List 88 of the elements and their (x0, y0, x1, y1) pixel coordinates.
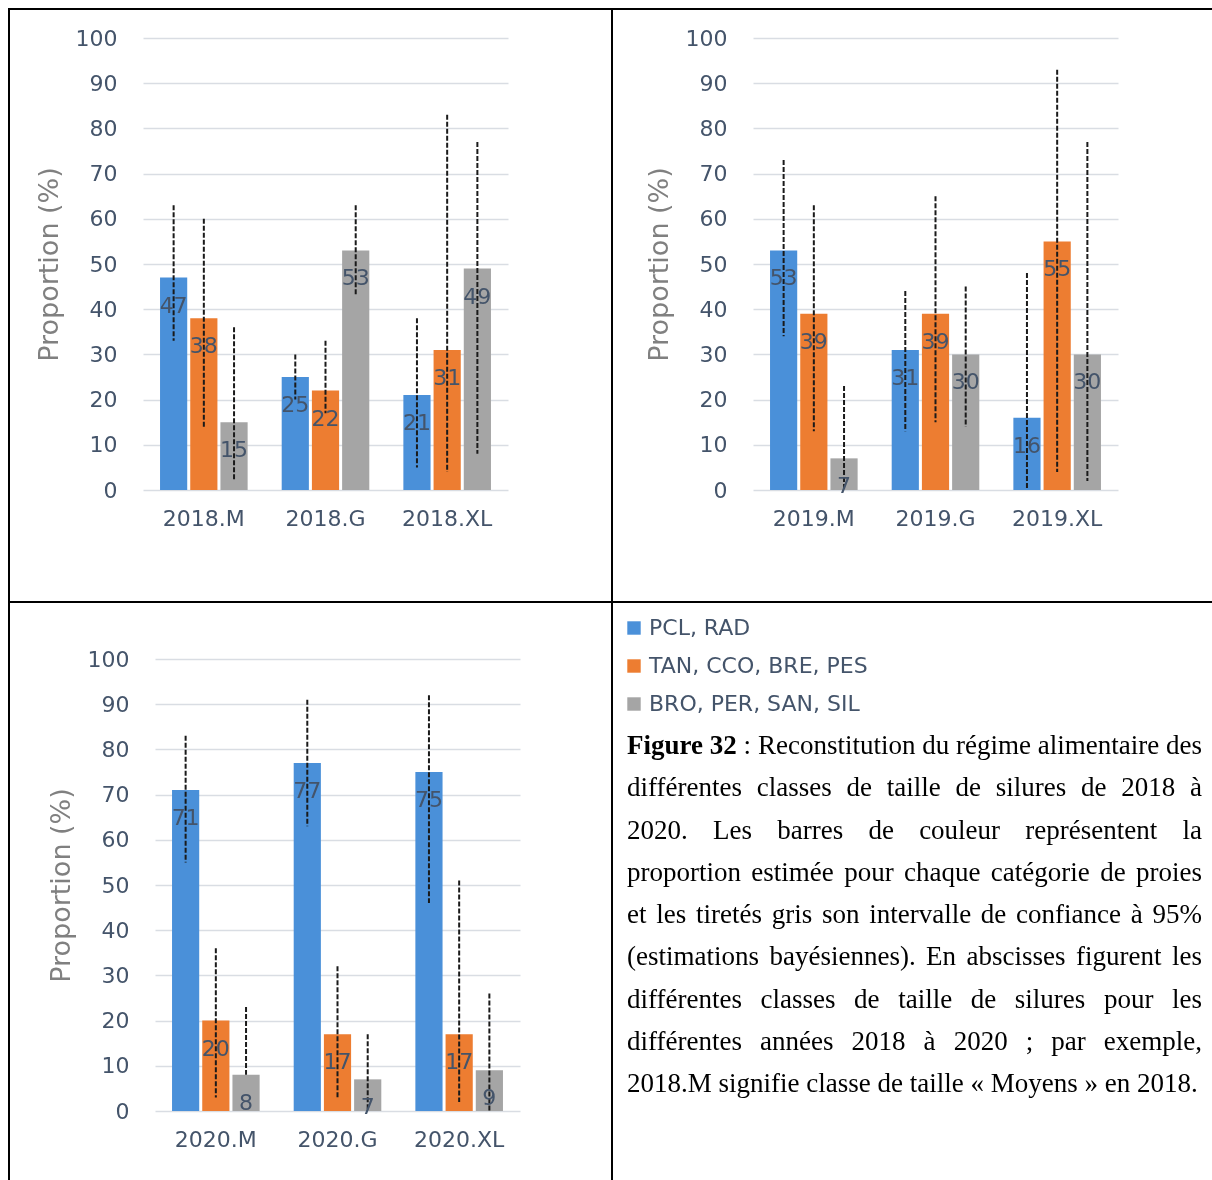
y-tick-label: 70 (699, 161, 728, 187)
bar (172, 790, 200, 1111)
bar (220, 422, 248, 490)
y-tick-label: 70 (89, 161, 118, 187)
legend-label: BRO, PER, SAN, SIL (649, 691, 861, 716)
x-tick-label: 2020.XL (414, 1126, 506, 1152)
y-tick-label: 20 (89, 387, 118, 413)
data-label: 53 (341, 265, 370, 291)
bar (281, 377, 309, 490)
y-tick-label: 30 (89, 341, 118, 367)
data-label: 31 (891, 364, 920, 390)
y-tick-label: 100 (685, 25, 728, 51)
legend-label: TAN, CCO, BRE, PES (648, 653, 868, 678)
data-label: 8 (239, 1089, 254, 1115)
bar (160, 277, 188, 490)
y-tick-label: 60 (89, 206, 118, 232)
data-label: 55 (1043, 256, 1072, 282)
y-tick-label: 90 (699, 70, 728, 96)
data-label: 47 (159, 292, 188, 318)
y-tick-label: 0 (115, 1098, 130, 1124)
y-tick-label: 40 (699, 296, 728, 322)
y-tick-label: 100 (87, 646, 130, 672)
x-tick-label: 2018.M (162, 505, 245, 531)
y-axis-title: Proportion (%) (642, 167, 674, 362)
bar (190, 318, 218, 490)
y-tick-label: 20 (699, 387, 728, 413)
bar (1043, 241, 1071, 490)
bar (921, 313, 950, 490)
y-tick-label: 60 (101, 827, 130, 853)
data-label: 38 (189, 333, 218, 359)
y-tick-label: 80 (89, 115, 118, 141)
y-tick-label: 100 (75, 25, 118, 51)
y-tick-label: 80 (101, 736, 130, 762)
data-label: 30 (1073, 369, 1102, 395)
data-label: 77 (293, 777, 322, 803)
data-label: 71 (171, 805, 200, 831)
bar (293, 762, 321, 1111)
y-tick-label: 30 (101, 962, 130, 988)
x-tick-label: 2018.G (285, 505, 366, 531)
data-label: 17 (323, 1049, 352, 1075)
x-tick-label: 2018.XL (402, 505, 494, 531)
y-tick-label: 90 (89, 70, 118, 96)
y-axis-title: Proportion (%) (44, 788, 76, 983)
bar (415, 772, 443, 1111)
y-tick-label: 50 (89, 251, 118, 277)
y-tick-label: 70 (101, 782, 130, 808)
bar (800, 313, 828, 490)
bar (891, 349, 919, 490)
x-tick-label: 2020.G (297, 1126, 378, 1152)
x-tick-label: 2019.XL (1012, 505, 1104, 531)
y-tick-label: 0 (713, 477, 728, 503)
data-label: 21 (402, 410, 431, 436)
x-tick-label: 2019.M (772, 505, 855, 531)
y-tick-label: 50 (699, 251, 728, 277)
y-tick-label: 60 (699, 206, 728, 232)
text: Figure 32 (627, 730, 737, 760)
bar (342, 250, 370, 490)
y-tick-label: 10 (89, 432, 118, 458)
x-tick-label: 2020.M (174, 1126, 257, 1152)
bar (403, 395, 431, 490)
data-label: 15 (220, 437, 249, 463)
y-tick-label: 50 (101, 872, 130, 898)
y-tick-label: 10 (101, 1053, 130, 1079)
data-label: 22 (311, 405, 340, 431)
data-label: 20 (201, 1035, 230, 1061)
y-tick-label: 80 (699, 115, 728, 141)
bar (770, 250, 798, 490)
data-label: 39 (799, 328, 828, 354)
y-tick-label: 40 (101, 917, 130, 943)
y-tick-label: 0 (103, 477, 118, 503)
data-label: 49 (463, 283, 492, 309)
data-label: 25 (281, 392, 310, 417)
x-tick-label: 2019.G (895, 505, 976, 531)
data-label: 39 (921, 328, 950, 354)
bar (311, 390, 340, 490)
legend-label: PCL, RAD (649, 615, 751, 640)
bar (463, 268, 491, 490)
y-tick-label: 30 (699, 341, 728, 367)
data-label: 16 (1012, 432, 1041, 458)
y-tick-label: 20 (101, 1008, 130, 1034)
y-tick-label: 90 (101, 691, 130, 717)
y-axis-title: Proportion (%) (32, 167, 64, 362)
data-label: 75 (414, 787, 443, 812)
data-label: 53 (769, 265, 798, 291)
y-tick-label: 40 (89, 296, 118, 322)
bar (433, 349, 461, 490)
data-label: 31 (433, 364, 462, 390)
y-tick-label: 10 (699, 432, 728, 458)
